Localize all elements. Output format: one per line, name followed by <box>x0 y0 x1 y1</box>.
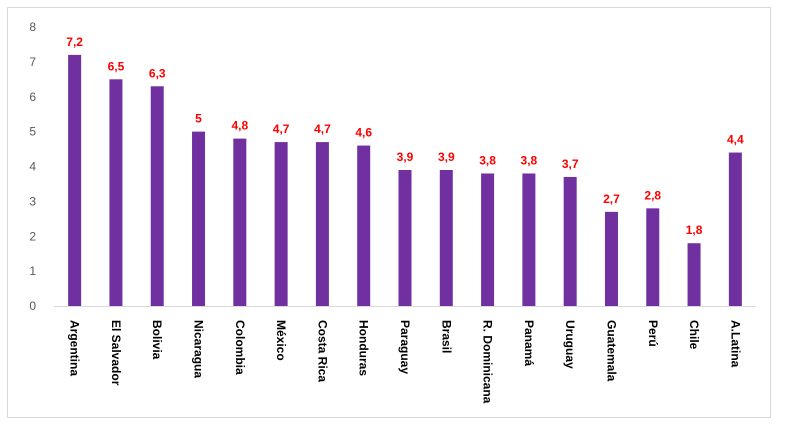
bar <box>687 243 701 306</box>
category-label: México <box>274 320 288 361</box>
data-label: 5 <box>195 112 202 126</box>
bar <box>604 211 618 306</box>
category-label: Honduras <box>357 320 371 376</box>
data-label: 4,7 <box>273 122 290 136</box>
bar <box>150 86 164 306</box>
bar <box>357 145 371 306</box>
x-axis: Argentina El Salvador Bolivia Nicaragua Colo… <box>68 320 743 404</box>
bar <box>274 142 288 306</box>
category-label: Colombia <box>233 320 247 375</box>
y-tick-label: 2 <box>29 229 36 243</box>
category-label: Chile <box>687 320 701 350</box>
bar <box>68 54 82 307</box>
data-label: 4,8 <box>231 119 248 133</box>
category-label: R. Dominicana <box>481 320 495 404</box>
data-label: 4,7 <box>314 122 331 136</box>
category-label: Perú <box>646 320 660 347</box>
y-tick-label: 3 <box>29 194 36 208</box>
category-label: Uruguay <box>563 320 577 369</box>
data-label: 3,8 <box>479 153 496 167</box>
bar <box>192 131 206 306</box>
y-tick-label: 1 <box>29 264 36 278</box>
category-label: Brasil <box>439 320 453 353</box>
y-tick-label: 5 <box>29 125 36 139</box>
data-label: 6,5 <box>108 59 125 73</box>
bar <box>398 169 412 306</box>
data-label: 7,2 <box>66 35 83 49</box>
data-label: 2,7 <box>603 192 620 206</box>
data-label: 3,7 <box>562 157 579 171</box>
chart-frame: 0 1 2 3 4 5 6 7 8 7,2 6,5 6,3 5 4,8 4,7 4,7 4,6 3,9 3,9 3,… <box>7 7 771 418</box>
y-tick-label: 7 <box>29 55 36 69</box>
data-label: 4,4 <box>727 133 744 147</box>
bar <box>481 173 495 306</box>
data-labels: 7,2 6,5 6,3 5 4,8 4,7 4,7 4,6 3,9 3,9 3,8 3,8 3,7 2,7… <box>66 35 744 237</box>
y-tick-label: 6 <box>29 90 36 104</box>
data-label: 2,8 <box>644 188 661 202</box>
data-label: 3,9 <box>397 150 414 164</box>
bar <box>646 208 660 306</box>
y-tick-label: 4 <box>29 160 36 174</box>
bar <box>233 138 247 306</box>
bar-chart: 0 1 2 3 4 5 6 7 8 7,2 6,5 6,3 5 4,8 4,7 4,7 4,6 3,9 3,9 3,… <box>29 20 756 404</box>
bars <box>68 54 742 307</box>
data-label: 6,3 <box>149 66 166 80</box>
y-tick-label: 8 <box>29 20 36 34</box>
bar <box>728 152 742 306</box>
bar <box>109 79 123 306</box>
data-label: 3,9 <box>438 150 455 164</box>
bar <box>522 173 536 306</box>
category-label: Paraguay <box>398 320 412 374</box>
category-label: El Salvador <box>109 320 123 386</box>
bar <box>315 142 329 306</box>
category-label: Guatemala <box>604 320 618 382</box>
category-label: Bolivia <box>150 320 164 360</box>
bar <box>563 176 577 306</box>
y-tick-label: 0 <box>29 299 36 313</box>
data-label: 4,6 <box>355 126 372 140</box>
category-label: Argentina <box>68 320 82 376</box>
category-label: Nicaragua <box>192 320 206 378</box>
bar <box>439 169 453 306</box>
data-label: 1,8 <box>686 223 703 237</box>
category-label: A.Latina <box>728 320 742 368</box>
category-label: Panamá <box>522 320 536 366</box>
category-label: Costa Rica <box>315 320 329 382</box>
data-label: 3,8 <box>521 153 538 167</box>
y-axis: 0 1 2 3 4 5 6 7 8 <box>29 20 756 313</box>
